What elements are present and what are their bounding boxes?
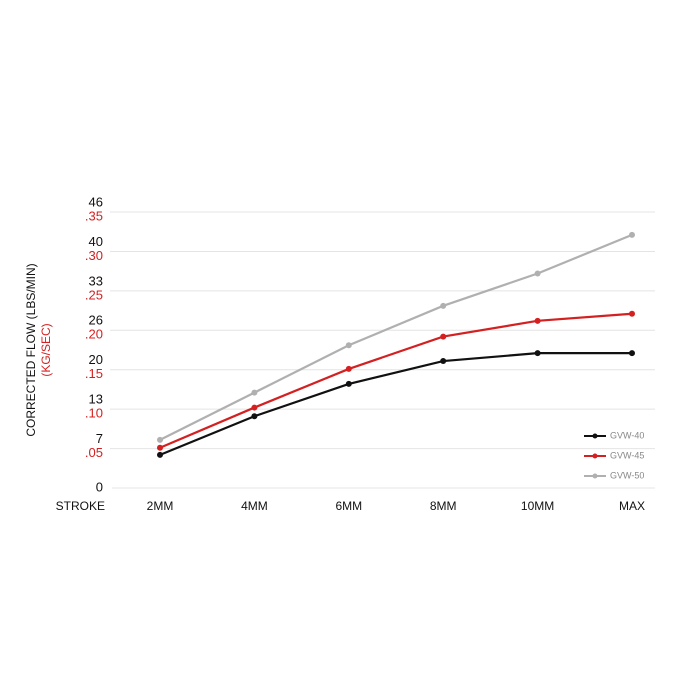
y-tick-label: .10 — [85, 406, 103, 421]
data-point — [534, 317, 541, 324]
series-line — [159, 352, 632, 456]
y-tick-label: .25 — [85, 287, 103, 302]
y2-tick-label: 0 — [96, 479, 103, 494]
y-tick-label: .15 — [85, 366, 103, 381]
data-point — [629, 350, 635, 357]
data-point — [534, 270, 541, 277]
y2-axis-label: (KG/SEC) — [39, 323, 53, 376]
data-point — [345, 342, 352, 349]
legend-label: GVW-40 — [610, 430, 644, 440]
x-tick-label: 10MM — [521, 499, 554, 513]
data-point — [157, 436, 163, 443]
data-point — [251, 413, 258, 420]
y2-tick-label: 33 — [89, 273, 103, 288]
data-point — [251, 389, 258, 396]
legend-dot — [592, 473, 598, 479]
y2-tick-label: 40 — [89, 234, 103, 249]
x-tick-label: MAX — [619, 499, 645, 513]
x-axis-label: STROKE — [56, 499, 105, 513]
data-point — [534, 350, 541, 357]
data-point — [629, 310, 635, 317]
y-axis-title-group: CORRECTED FLOW (LBS/MIN) (KG/SEC) — [24, 263, 53, 436]
data-point — [157, 451, 163, 458]
y2-tick-label: 46 — [89, 194, 103, 209]
y2-tick-label: 7 — [96, 431, 103, 446]
legend-label: GVW-50 — [610, 470, 644, 480]
x-tick-label: 4MM — [241, 499, 268, 513]
data-point — [440, 358, 447, 365]
legend-dot — [592, 433, 598, 439]
legend-label: GVW-45 — [610, 450, 644, 460]
y2-tick-label: 20 — [89, 352, 103, 367]
y-tick-label: .30 — [85, 248, 103, 263]
x-tick-label: 8MM — [430, 499, 457, 513]
data-point — [440, 302, 447, 309]
data-point — [251, 404, 258, 411]
data-point — [440, 333, 447, 340]
y-axis-label: CORRECTED FLOW (LBS/MIN) — [24, 263, 38, 436]
y2-tick-label: 13 — [89, 392, 103, 407]
y-tick-label: .05 — [85, 445, 103, 460]
data-point — [629, 231, 635, 238]
series-line — [159, 233, 633, 441]
data-point — [345, 365, 352, 372]
y-tick-label: .20 — [85, 327, 103, 342]
legend-dot — [592, 453, 598, 459]
x-tick-label: 2MM — [147, 499, 174, 513]
y2-tick-label: 26 — [89, 313, 103, 328]
y-tick-label: .35 — [85, 208, 103, 223]
data-point — [345, 380, 352, 387]
series-line — [159, 312, 633, 449]
data-point — [157, 444, 163, 451]
x-tick-label: 6MM — [335, 499, 362, 513]
